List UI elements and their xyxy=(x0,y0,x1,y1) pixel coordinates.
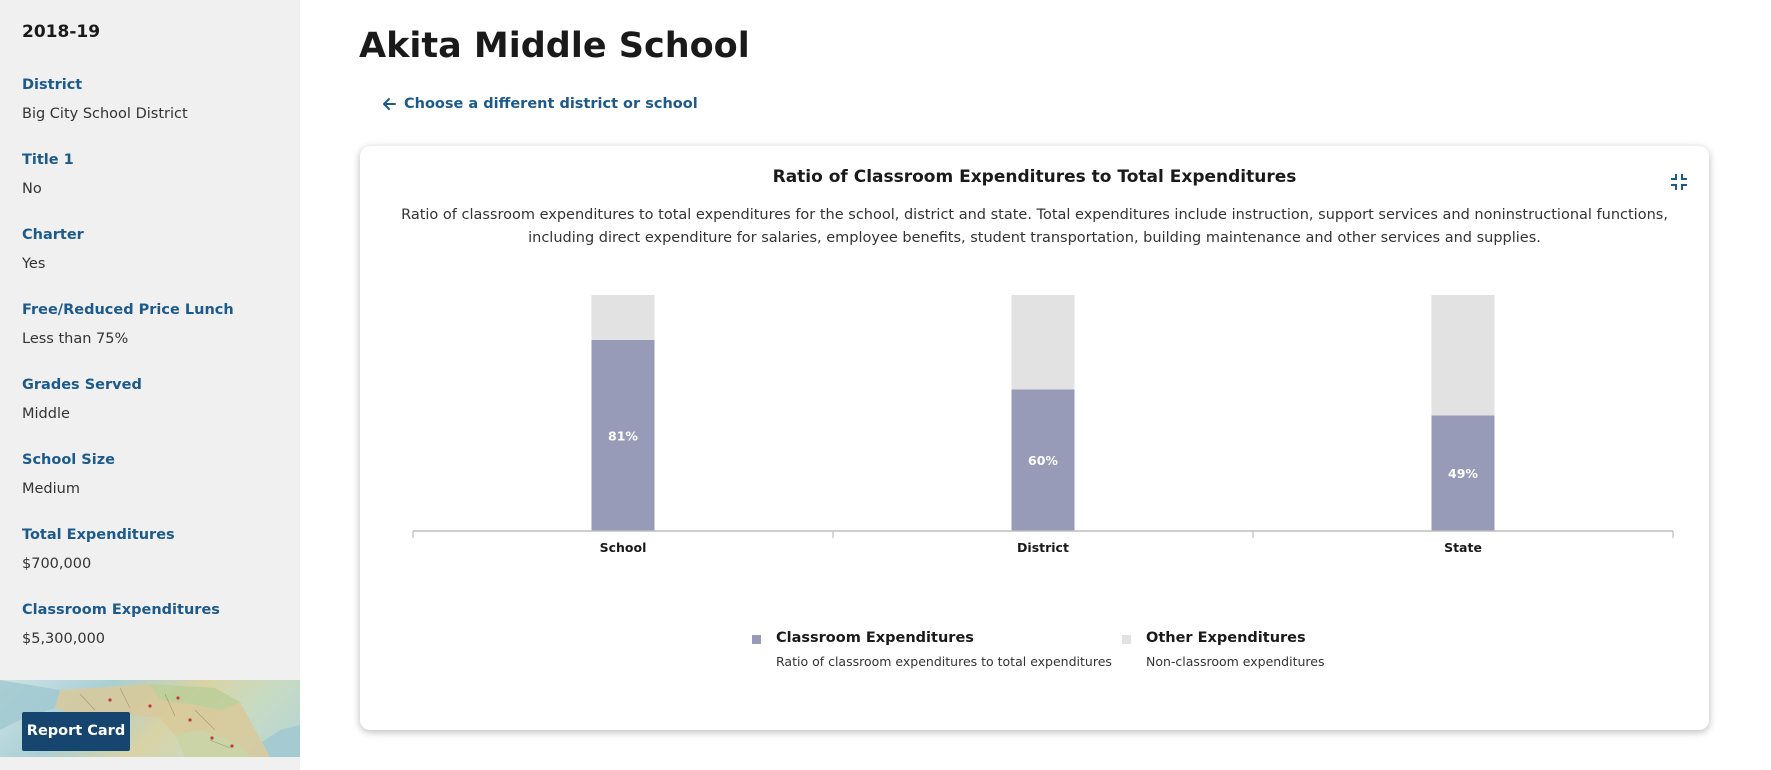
page-title: Akita Middle School xyxy=(359,26,750,66)
fact-value: Less than 75% xyxy=(22,331,129,347)
fact-label: Classroom Expenditures xyxy=(22,602,220,618)
legend-name: Classroom Expenditures xyxy=(776,630,974,646)
fact-title1: Title 1 No xyxy=(22,151,292,226)
bar-classroom-state xyxy=(1431,415,1495,531)
fact-value: Yes xyxy=(22,256,46,272)
fact-charter: Charter Yes xyxy=(22,226,292,301)
legend-description: Non-classroom expenditures xyxy=(1146,654,1325,669)
fact-value: Middle xyxy=(22,406,70,422)
fact-value: Big City School District xyxy=(22,106,188,122)
bar-classroom-district xyxy=(1011,389,1075,531)
bar-classroom-school xyxy=(591,339,655,531)
x-tick-label-school: School xyxy=(600,540,647,555)
arrow-left-icon xyxy=(382,97,396,111)
data-label-district: 60% xyxy=(1028,453,1058,468)
back-link-label: Choose a different district or school xyxy=(404,96,698,112)
fact-label: Charter xyxy=(22,227,84,243)
report-card-button[interactable]: Report Card xyxy=(22,712,130,751)
fact-label: Title 1 xyxy=(22,152,74,168)
chart-description: Ratio of classroom expenditures to total… xyxy=(401,207,1668,246)
fact-label: Free/Reduced Price Lunch xyxy=(22,302,234,318)
x-tick-label-state: State xyxy=(1444,540,1482,555)
legend-name: Other Expenditures xyxy=(1146,630,1306,646)
bar-other-school xyxy=(591,295,655,340)
fact-district: District Big City School District xyxy=(22,76,292,151)
fact-value: No xyxy=(22,181,42,197)
data-label-school: 81% xyxy=(608,428,638,443)
fact-label: School Size xyxy=(22,452,115,468)
x-tick-label-district: District xyxy=(1017,540,1069,555)
fact-total-expenditures: Total Expenditures $700,000 xyxy=(22,526,292,601)
sidebar: 2018-19 District Big City School Distric… xyxy=(0,0,300,770)
legend-swatch-classroom xyxy=(752,635,761,644)
fact-free-reduced-lunch: Free/Reduced Price Lunch Less than 75% xyxy=(22,301,292,376)
bar-other-district xyxy=(1011,295,1075,390)
collapse-icon[interactable] xyxy=(1671,174,1687,190)
school-facts: District Big City School District Title … xyxy=(22,76,292,676)
legend-description: Ratio of classroom expenditures to total… xyxy=(776,654,1112,669)
fact-value: $5,300,000 xyxy=(22,631,106,647)
bar-other-state xyxy=(1431,295,1495,416)
bar-chart: 81% School 60% District 49% State xyxy=(412,295,1674,555)
chart-card: Ratio of Classroom Expenditures to Total… xyxy=(360,146,1709,730)
fact-label: Grades Served xyxy=(22,377,142,393)
choose-different-link[interactable]: Choose a different district or school xyxy=(382,96,698,112)
fact-classroom-expenditures: Classroom Expenditures $5,300,000 xyxy=(22,601,292,676)
fact-value: $700,000 xyxy=(22,556,92,572)
legend-swatch-other xyxy=(1122,635,1131,644)
fact-value: Medium xyxy=(22,481,80,497)
school-year: 2018-19 xyxy=(22,22,101,42)
fact-grades-served: Grades Served Middle xyxy=(22,376,292,451)
fact-label: District xyxy=(22,77,83,93)
chart-title: Ratio of Classroom Expenditures to Total… xyxy=(772,167,1297,187)
fact-school-size: School Size Medium xyxy=(22,451,292,526)
fact-label: Total Expenditures xyxy=(22,527,175,543)
data-label-state: 49% xyxy=(1448,466,1478,481)
